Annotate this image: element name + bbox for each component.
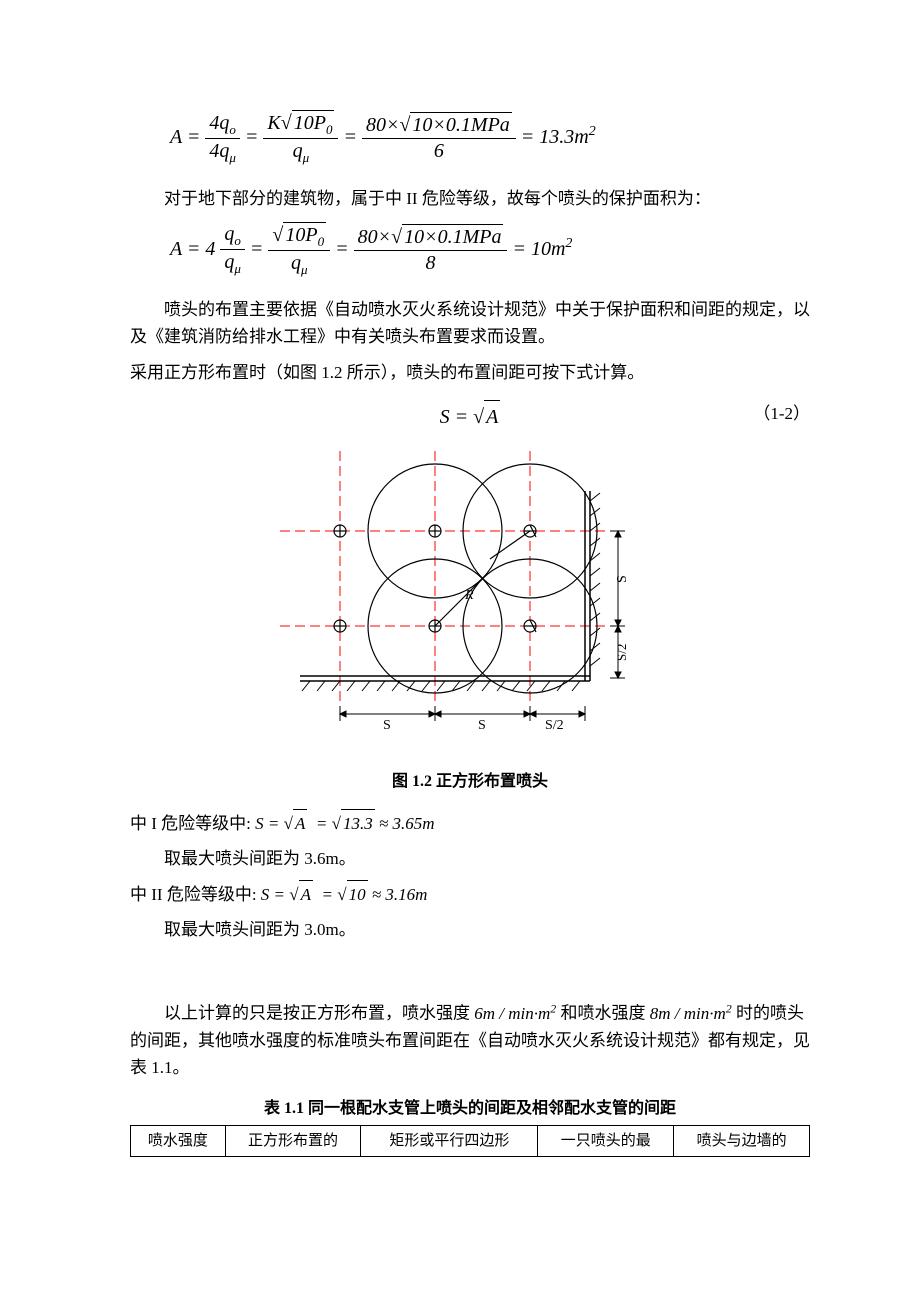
f2-rad1-sub: 0 <box>318 234 325 249</box>
formula-2: A = 4 qo qμ = √10P0 qμ = 80×√10×0.1MPa 8… <box>130 222 810 279</box>
para-1: 对于地下部分的建筑物，属于中 II 危险等级，故每个喷头的保护面积为： <box>130 185 810 212</box>
f1-frac2-den: q <box>293 140 303 162</box>
f1-rhs: = 13.3m <box>521 126 589 148</box>
eq-number: （1-2） <box>753 400 810 427</box>
eq-sign: = <box>335 238 354 260</box>
spacer <box>130 951 810 991</box>
table-1-1: 喷水强度 正方形布置的 矩形或平行四边形 一只喷头的最 喷头与边墙的 <box>130 1125 810 1157</box>
svg-text:R: R <box>464 588 474 603</box>
f2-rhs: = 10m <box>512 238 565 260</box>
s2-eq2: = <box>317 885 337 904</box>
f1-rad1-sub: 0 <box>326 122 333 137</box>
f1-frac1-den: 4q <box>209 140 229 162</box>
s1-approx: ≈ 3.65m <box>375 814 435 833</box>
f1-80: 80× <box>366 114 400 136</box>
p6b: 6m / min·m <box>474 1004 550 1023</box>
eq-sign: = <box>250 238 269 260</box>
dim-s-v-label: S <box>615 575 630 583</box>
f1-frac2: K√10P0 qμ <box>263 110 338 167</box>
f2-frac3-den: 8 <box>354 251 508 276</box>
f1-lhs: A = <box>170 126 200 148</box>
s2-rad2: 10 <box>347 880 368 908</box>
figure-caption: 图 1.2 正方形布置喷头 <box>130 769 810 795</box>
para-2: 喷头的布置主要依据《自动喷水灭火系统设计规范》中关于保护面积和间距的规定，以及《… <box>130 296 810 350</box>
f1-frac1-num-sub: o <box>229 122 236 137</box>
f1-frac1: 4qo 4qμ <box>205 111 240 167</box>
f2-frac1-num-sub: o <box>234 233 241 248</box>
eq-center-rad: A <box>484 400 500 433</box>
f2-frac2-den-sub: μ <box>301 262 308 277</box>
eq-center-text: S = <box>440 406 474 428</box>
th-3: 一只喷头的最 <box>538 1126 674 1157</box>
figure-svg: R <box>280 451 660 751</box>
calc-s2: 中 II 危险等级中: S = √A = √10 ≈ 3.16m <box>130 880 810 908</box>
s2-approx: ≈ 3.16m <box>368 885 428 904</box>
th-0: 喷水强度 <box>131 1126 226 1157</box>
eq-sign: = <box>245 126 264 148</box>
para-4: 取最大喷头间距为 3.6m。 <box>130 845 810 872</box>
page-content: A = 4qo 4qμ = K√10P0 qμ = 80×√10×0.1MPa … <box>0 0 920 1197</box>
table-row: 喷水强度 正方形布置的 矩形或平行四边形 一只喷头的最 喷头与边墙的 <box>131 1126 810 1157</box>
s2-text: S = <box>261 885 289 904</box>
p6d: 8m / min·m <box>650 1004 726 1023</box>
formula-1: A = 4qo 4qμ = K√10P0 qμ = 80×√10×0.1MPa … <box>130 110 810 167</box>
s1-pre: 中 I 危险等级中: <box>130 814 255 833</box>
f2-frac2: √10P0 qμ <box>268 222 330 279</box>
f1-K: K <box>267 112 280 134</box>
f1-frac2-den-sub: μ <box>303 150 310 165</box>
p6a: 以上计算的只是按正方形布置，喷水强度 <box>164 1004 474 1023</box>
f2-rhs-sup: 2 <box>565 236 572 251</box>
f1-rad2: 10×0.1MPa <box>410 112 511 138</box>
dim-s-label: S <box>478 718 486 733</box>
f1-frac3-den: 6 <box>362 139 516 164</box>
f2-frac2-den: q <box>291 252 301 274</box>
s2-pre: 中 II 危险等级中: <box>130 885 261 904</box>
f2-80: 80× <box>358 226 392 248</box>
p6c: 和喷水强度 <box>556 1004 650 1023</box>
dim-s2-label: S/2 <box>545 718 564 733</box>
s1-eq2: = <box>312 814 332 833</box>
th-2: 矩形或平行四边形 <box>361 1126 538 1157</box>
dim-s2-v-label: S/2 <box>614 643 629 660</box>
dim-s-label: S <box>383 718 391 733</box>
s1-rad1: A <box>293 809 307 837</box>
f1-rhs-sup: 2 <box>589 124 596 139</box>
f2-lhs: A = 4 <box>170 238 215 260</box>
para-6: 以上计算的只是按正方形布置，喷水强度 6m / min·m2 和喷水强度 8m … <box>130 999 810 1081</box>
f1-frac1-den-sub: μ <box>229 150 236 165</box>
table-title: 表 1.1 同一根配水支管上喷头的间距及相邻配水支管的间距 <box>130 1096 810 1122</box>
f2-frac1-num: q <box>224 223 234 245</box>
equation-1-2: S = √A （1-2） <box>130 400 810 433</box>
th-1: 正方形布置的 <box>225 1126 361 1157</box>
th-4: 喷头与边墙的 <box>674 1126 810 1157</box>
s2-rad1: A <box>299 880 313 908</box>
calc-s1: 中 I 危险等级中: S = √A = √13.3 ≈ 3.65m <box>130 809 810 837</box>
eq-sign: = <box>343 126 362 148</box>
f2-frac1-den: q <box>224 251 234 273</box>
para-3: 采用正方形布置时（如图 1.2 所示），喷头的布置间距可按下式计算。 <box>130 359 810 386</box>
f2-frac1-den-sub: μ <box>234 261 241 276</box>
s1-text: S = <box>255 814 283 833</box>
para-5: 取最大喷头间距为 3.0m。 <box>130 916 810 943</box>
f1-frac3: 80×√10×0.1MPa 6 <box>362 112 516 164</box>
f2-frac1: qo qμ <box>220 222 245 278</box>
f2-frac3: 80×√10×0.1MPa 8 <box>354 224 508 276</box>
s1-rad2: 13.3 <box>341 809 375 837</box>
f1-rad1: 10P <box>294 112 326 134</box>
f2-rad2: 10×0.1MPa <box>402 224 503 250</box>
f1-frac1-num: 4q <box>209 112 229 134</box>
figure-1-2: R <box>130 451 810 759</box>
f2-rad1: 10P <box>285 224 317 246</box>
